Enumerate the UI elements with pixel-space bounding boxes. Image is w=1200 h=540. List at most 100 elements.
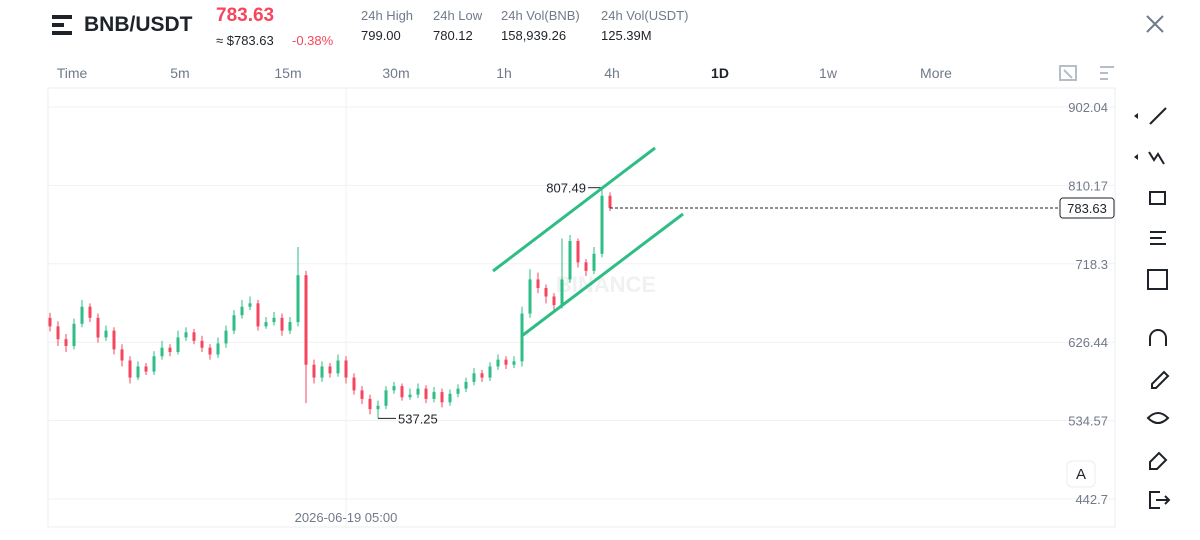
- timeframe-tab[interactable]: 1w: [819, 65, 837, 81]
- stat-value: 780.12: [433, 28, 473, 43]
- tool-icon[interactable]: [1100, 66, 1114, 80]
- candle-body: [176, 337, 180, 352]
- price-usd: ≈ $783.63: [216, 33, 274, 48]
- candle-body: [384, 390, 388, 406]
- x-tick-label: 2026-06-19 05:00: [295, 510, 398, 525]
- stat-value: 158,939.26: [501, 28, 567, 43]
- drawing-channel: [492, 146, 684, 337]
- candle-body: [552, 296, 556, 306]
- candle-body: [600, 195, 604, 254]
- candle-body: [216, 343, 220, 355]
- candle-body: [304, 275, 308, 365]
- close-button[interactable]: [1146, 15, 1164, 38]
- tool-eraser[interactable]: [1149, 451, 1168, 470]
- auto-button[interactable]: [1066, 460, 1096, 488]
- stat-label: 24h High: [361, 8, 414, 23]
- channel-line: [492, 146, 656, 273]
- timeframe-tab[interactable]: More: [920, 65, 952, 81]
- close-icon: [1146, 15, 1164, 33]
- candle-body: [312, 364, 316, 378]
- candle-body: [128, 360, 132, 378]
- candle-body: [544, 287, 548, 297]
- candle-body: [192, 332, 196, 341]
- candle-body: [64, 339, 68, 346]
- tool-exit[interactable]: [1149, 491, 1171, 509]
- y-tick-label: 534.57: [1068, 414, 1108, 429]
- candle-body: [464, 381, 468, 389]
- candle-body: [272, 317, 276, 323]
- candle-body: [256, 303, 260, 327]
- tool-eye[interactable]: [1146, 412, 1170, 424]
- tool-icon[interactable]: [1059, 65, 1077, 81]
- candle-body: [400, 386, 404, 398]
- low-label: 537.25: [398, 411, 438, 426]
- candle-body: [104, 330, 108, 338]
- y-tick-label: 810.17: [1068, 178, 1108, 193]
- candle-body: [120, 349, 124, 361]
- tool-expand[interactable]: [1134, 113, 1138, 160]
- candle-body: [72, 323, 76, 346]
- candle-body: [360, 390, 364, 399]
- stat-value: 125.39M: [601, 28, 652, 43]
- candle-body: [408, 394, 412, 398]
- stat-label: 24h Vol(BNB): [501, 8, 580, 23]
- candle-body: [488, 366, 492, 378]
- candle-body: [520, 313, 524, 362]
- timeframe-tab[interactable]: 15m: [274, 65, 302, 81]
- tool-shape[interactable]: [1149, 191, 1166, 205]
- tool-fib[interactable]: [1148, 151, 1165, 165]
- candle-body: [496, 359, 500, 367]
- y-tick-label: 442.7: [1075, 492, 1108, 507]
- candle-body: [144, 366, 148, 372]
- candle-body: [416, 388, 420, 395]
- toolbar: [1059, 65, 1171, 509]
- candle-body: [472, 373, 476, 382]
- stat-value: 799.00: [361, 28, 401, 43]
- tool-magnet[interactable]: [1149, 329, 1167, 346]
- timeframe-tab[interactable]: 5m: [170, 65, 190, 81]
- plot-frame: [47, 87, 1116, 528]
- candle-body: [224, 330, 228, 344]
- candle-body: [232, 315, 236, 331]
- stat-label: 24h Low: [433, 8, 483, 23]
- y-tick-label: 902.04: [1068, 100, 1108, 115]
- high-label: 807.49: [546, 181, 586, 196]
- timeframe-tab[interactable]: 30m: [382, 65, 410, 81]
- tool-pencil[interactable]: [1151, 370, 1170, 389]
- timeframe-tab[interactable]: 1D: [711, 65, 729, 81]
- candle-body: [280, 317, 284, 331]
- candle-body: [392, 386, 396, 391]
- candle-body: [512, 361, 516, 365]
- candle-body: [328, 366, 332, 374]
- candle-body: [344, 360, 348, 378]
- candle-body: [584, 262, 588, 271]
- timeframe-tab[interactable]: 1h: [496, 65, 512, 81]
- tool-line[interactable]: [1149, 107, 1167, 125]
- candle-body: [504, 359, 508, 365]
- menu-icon[interactable]: [52, 15, 74, 40]
- candle-body: [208, 347, 212, 355]
- candle-body: [376, 405, 380, 410]
- candle-body: [112, 330, 116, 350]
- tool-measure[interactable]: [1147, 269, 1168, 290]
- tool-text[interactable]: [1150, 231, 1166, 245]
- timeframe-tab[interactable]: 4h: [604, 65, 620, 81]
- candle-body: [320, 366, 324, 378]
- candle-body: [168, 347, 172, 352]
- last-price-label: 783.63: [1067, 201, 1107, 216]
- candle-body: [592, 253, 596, 271]
- candle-body: [56, 326, 60, 340]
- candle-body: [528, 279, 532, 314]
- timeframe-tab[interactable]: Time: [56, 65, 88, 81]
- candle-body: [88, 306, 92, 318]
- candle-body: [560, 279, 564, 306]
- candle-body: [48, 317, 52, 327]
- candle-body: [424, 388, 428, 399]
- stat-label: 24h Vol(USDT): [601, 8, 689, 23]
- candle-body: [96, 317, 100, 338]
- candle-body: [264, 322, 268, 327]
- candle-body: [80, 306, 84, 324]
- symbol: BNB/USDT: [84, 13, 193, 36]
- candle-body: [440, 392, 444, 403]
